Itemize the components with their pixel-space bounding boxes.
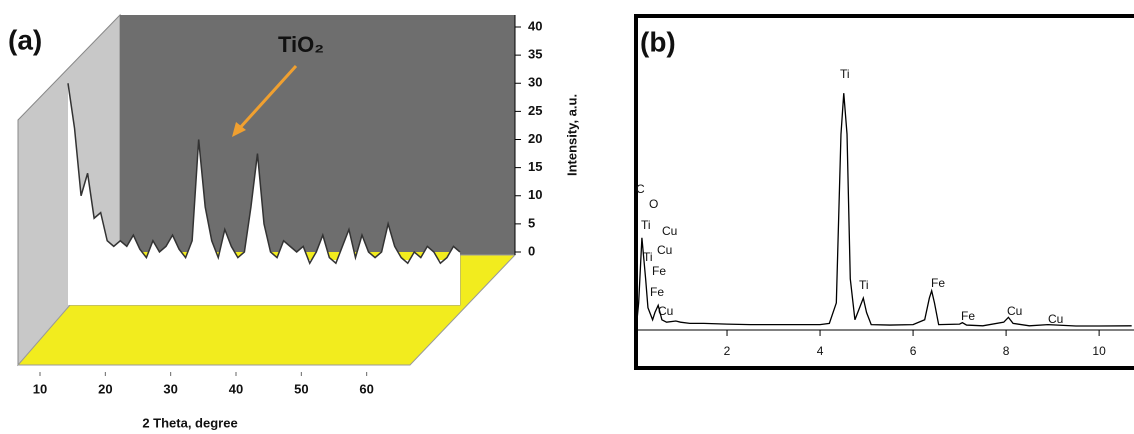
x-tick-label: 6 [910,344,917,358]
x-tick-label: 8 [1003,344,1010,358]
x-tick-label: 2 [724,344,731,358]
peak-label: Ti [840,67,850,81]
x-tick-label: 30 [163,381,177,396]
peak-label: Cu [657,243,672,257]
x-tick-label: 4 [817,344,824,358]
x-tick-label: 60 [359,381,373,396]
peak-label: O [649,197,658,211]
back-wall [120,15,515,255]
annotation: TiO₂ [278,32,324,57]
y-tick-label: 30 [528,75,542,90]
x-tick-label: 10 [33,381,47,396]
data-line [635,93,1132,328]
y-tick-label: 10 [528,187,542,202]
peak-label: Fe [650,285,664,299]
y-tick-label: 0 [528,243,535,258]
x-tick-label: 50 [294,381,308,396]
peak-label: Ti [641,218,651,232]
peak-label: Ti [643,250,653,264]
y-tick-label: 5 [528,215,535,230]
peak-label: C [636,182,645,196]
y-tick-label: 20 [528,131,542,146]
x-tick-label: 10 [1092,344,1106,358]
peak-label: Cu [1007,304,1022,318]
y-tick-label: 40 [528,18,542,33]
y-axis-label: Intensity, a.u. [564,94,579,176]
peak-label: Fe [931,276,945,290]
y-tick-label: 35 [528,47,542,62]
area-fill [68,83,460,305]
y-tick-label: 15 [528,159,542,174]
y-tick-label: 25 [528,103,542,118]
data-line [67,83,461,265]
arrow [236,64,298,132]
panel-label: (a) [8,24,42,55]
x-axis-label: 2 Theta, degree [142,415,237,430]
eds-frame [634,14,1134,370]
peak-label: Fe [652,264,666,278]
peak-label: Cu [658,304,673,318]
x-tick-label: 20 [98,381,112,396]
peak-label: Cu [662,224,677,238]
x-tick-label: 40 [229,381,243,396]
arrow-head [232,122,246,137]
peak-label: Ti [859,278,869,292]
peak-label: Cu [1048,312,1063,326]
peak-label: Fe [961,309,975,323]
panel-label: (b) [640,26,676,57]
